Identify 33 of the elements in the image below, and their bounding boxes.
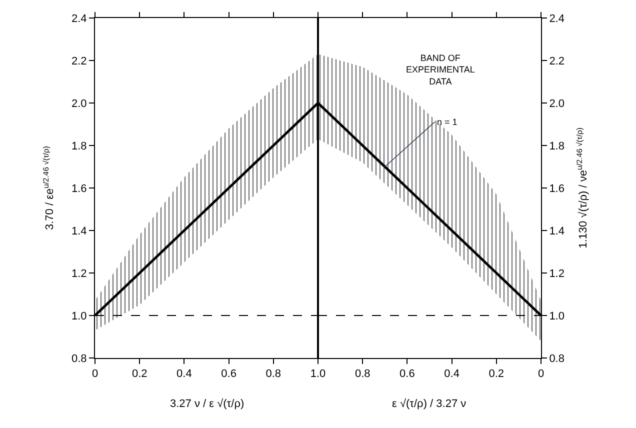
y-tick-label: 1.2 [549,268,564,280]
x-tick-label: 0.2 [488,368,504,380]
x-tick-label: 0.4 [176,368,192,380]
x-tick-label: 0.8 [354,368,370,380]
y-tick-label: 2.4 [72,12,87,25]
y-tick-label: 0.8 [549,352,564,365]
x-tick-label: 0.6 [400,368,415,380]
x-tick-label: 1.0 [310,368,326,380]
x-axis-title: 3.27 ν / ε √(τ/ρ) [170,398,244,410]
y-tick-label: 1.6 [549,182,564,195]
x-tick-label: 0.6 [221,368,236,380]
y-tick-label: 2.2 [72,55,87,68]
y-tick-label: 1.8 [549,140,564,152]
text: n = 1 [437,117,458,127]
y-tick-label: 1.4 [72,225,87,238]
x-tick-label: 0 [92,368,98,380]
y-tick-label: 2.0 [72,98,87,110]
x-tick-label: 0 [538,368,544,380]
y-tick-label: 1.6 [72,182,87,195]
y-tick-label: 2.2 [549,55,564,68]
y-tick-label: 2.4 [549,12,564,25]
y-tick-label: 1.2 [72,268,87,280]
y-tick-label: 1.4 [549,225,564,238]
x-axis-title: ε √(τ/ρ) / 3.27 ν [392,398,467,410]
y-tick-label: 2.0 [549,98,564,110]
x-tick-label: 0.8 [266,368,282,380]
annotation: BAND OF EXPERIMENTAL DATA [406,53,475,86]
y-tick-label: 1.8 [72,140,87,152]
x-tick-label: 0.2 [132,368,148,380]
x-tick-label: 0.4 [444,368,460,380]
y-tick-label: 1.0 [549,310,564,322]
y-tick-label: 1.0 [72,310,87,322]
y-tick-label: 0.8 [72,352,87,365]
